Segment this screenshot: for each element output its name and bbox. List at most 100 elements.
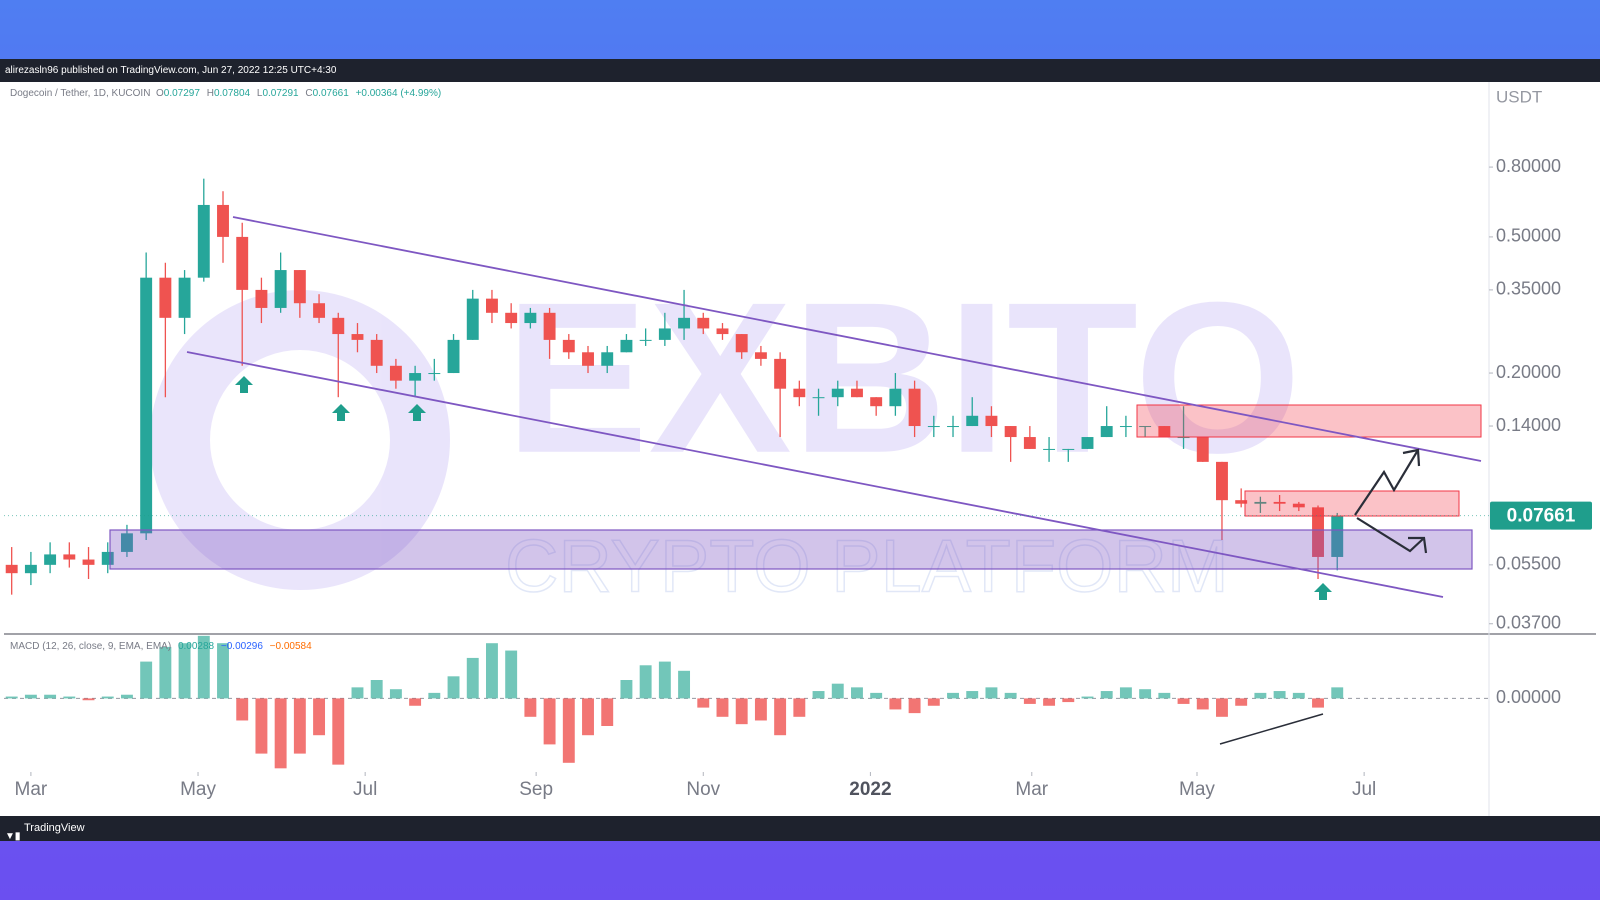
- watermark-logo: [150, 290, 450, 590]
- resistance-zone: [1244, 490, 1460, 517]
- legend-key: L: [256, 88, 263, 99]
- candle-body: [1177, 437, 1190, 439]
- macd-bar: [140, 661, 153, 699]
- legend-value: 0.07804: [213, 88, 251, 99]
- candle-body: [486, 298, 498, 313]
- macd-bar: [908, 698, 921, 714]
- macd-bar: [1292, 692, 1305, 699]
- x-tick-label: Mar: [1015, 779, 1048, 800]
- up-arrows: [235, 376, 1332, 600]
- x-tick-label: May: [1179, 779, 1215, 800]
- y-tick-label: 0.05500: [1496, 554, 1561, 574]
- macd-bar: [1023, 698, 1036, 704]
- candle-body: [63, 554, 76, 560]
- y-tick-label: 0.35000: [1496, 279, 1561, 299]
- candle-body: [428, 373, 441, 375]
- macd-bar: [370, 680, 383, 699]
- y-axis-label: USDT: [1496, 87, 1542, 106]
- macd-bar: [543, 698, 556, 745]
- candle-body: [370, 339, 383, 366]
- scenario-arrow: [1354, 449, 1419, 516]
- candle-body: [1158, 426, 1171, 438]
- candle-body: [947, 426, 959, 428]
- legend-value: 0.07661: [312, 88, 349, 99]
- candle-body: [678, 317, 691, 329]
- macd-bar: [812, 691, 825, 699]
- candle-body: [255, 289, 268, 308]
- candle-body: [1312, 507, 1324, 557]
- last-price-box: [1490, 501, 1592, 530]
- legend-key: C: [305, 88, 313, 99]
- divergence-line: [1219, 713, 1324, 745]
- macd-bar: [313, 698, 326, 736]
- candle-body: [120, 533, 133, 552]
- up-arrow: [235, 376, 253, 393]
- arrow-head: [1408, 536, 1428, 554]
- candle-body: [1216, 461, 1228, 501]
- candle-body: [812, 397, 825, 399]
- candle-body: [447, 339, 460, 374]
- candle-body: [831, 388, 844, 398]
- macd-bar: [774, 698, 787, 736]
- candle-body: [236, 236, 249, 290]
- symbol-legend: Dogecoin / Tether, 1D, KUCOIN O0.07297 H…: [10, 88, 445, 99]
- macd-bar: [5, 696, 18, 699]
- candle-body: [927, 426, 940, 428]
- macd-bar: [1043, 698, 1056, 706]
- macd-value: −0.00296: [220, 641, 263, 652]
- macd-bar: [1100, 691, 1113, 699]
- support-zone: [109, 529, 1473, 570]
- macd-bar: [1177, 698, 1190, 704]
- macd-bar: [389, 689, 402, 699]
- candle-body: [409, 373, 422, 381]
- candle-body: [754, 352, 767, 359]
- x-tick-label: Mar: [15, 779, 48, 800]
- macd-bar: [1216, 698, 1228, 717]
- candle-body: [851, 388, 863, 398]
- macd-bar: [447, 676, 460, 699]
- macd-bar: [351, 687, 364, 699]
- candle-body: [1004, 426, 1017, 438]
- macd-bar: [966, 691, 979, 699]
- macd-value: −0.00584: [269, 641, 312, 652]
- symbol: Dogecoin / Tether, 1D, KUCOIN: [10, 88, 151, 99]
- footer-text: TradingView: [24, 822, 85, 834]
- candle-body: [178, 277, 191, 318]
- channel-line: [186, 351, 1444, 598]
- candle-body: [101, 551, 114, 565]
- macd-bar: [1158, 692, 1171, 699]
- candle-body: [313, 303, 326, 318]
- candle-body: [1119, 426, 1132, 428]
- candle-body: [716, 328, 729, 335]
- candle-body: [1196, 437, 1209, 462]
- macd-bar: [101, 696, 114, 699]
- macd-bar: [1273, 691, 1286, 699]
- macd-bar: [947, 692, 959, 699]
- candle-body: [1273, 501, 1286, 504]
- candle-body: [620, 339, 633, 353]
- macd-bar: [1062, 698, 1075, 703]
- legend-value: 0.07297: [163, 88, 200, 99]
- macd-legend: MACD (12, 26, close, 9, EMA, EMA) 0.0028…: [10, 641, 316, 652]
- macd-bar: [1254, 692, 1267, 699]
- change: +0.00364 (+4.99%): [355, 88, 442, 99]
- macd-bar: [428, 692, 441, 699]
- arrow-head: [1402, 448, 1421, 467]
- macd-bar: [486, 643, 498, 699]
- candle-body: [1292, 503, 1305, 508]
- last-price-label: 0.07661: [1507, 506, 1576, 527]
- candle-body: [908, 388, 921, 427]
- candle-body: [543, 312, 556, 340]
- candle-body: [505, 312, 518, 324]
- macd-bar: [120, 694, 133, 699]
- macd-bar: [159, 646, 172, 699]
- candle-body: [1139, 426, 1152, 428]
- macd-bar: [82, 698, 95, 701]
- macd-bar: [197, 635, 210, 699]
- candle-body: [274, 270, 287, 308]
- candle-body: [582, 352, 594, 366]
- macd-bar: [985, 687, 998, 699]
- x-tick-label: 2022: [849, 779, 891, 800]
- macd-bar: [236, 698, 249, 721]
- candle-body: [735, 334, 748, 353]
